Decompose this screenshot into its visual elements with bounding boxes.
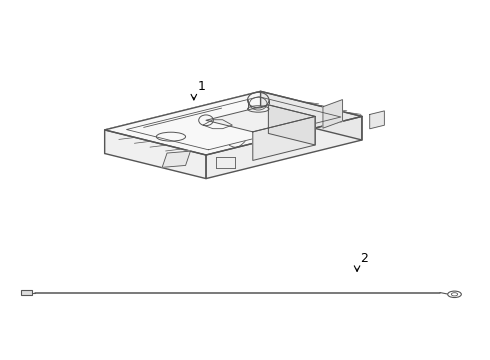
Bar bbox=[21, 290, 31, 295]
Polygon shape bbox=[105, 91, 261, 153]
Polygon shape bbox=[370, 111, 384, 129]
Polygon shape bbox=[105, 91, 362, 155]
Text: 1: 1 bbox=[197, 80, 205, 93]
Polygon shape bbox=[269, 105, 315, 145]
Polygon shape bbox=[206, 116, 362, 179]
Polygon shape bbox=[105, 130, 206, 179]
Polygon shape bbox=[206, 105, 315, 132]
Polygon shape bbox=[323, 100, 343, 128]
Polygon shape bbox=[253, 116, 315, 161]
Polygon shape bbox=[162, 151, 191, 167]
Polygon shape bbox=[261, 91, 362, 140]
Text: 2: 2 bbox=[361, 252, 368, 265]
